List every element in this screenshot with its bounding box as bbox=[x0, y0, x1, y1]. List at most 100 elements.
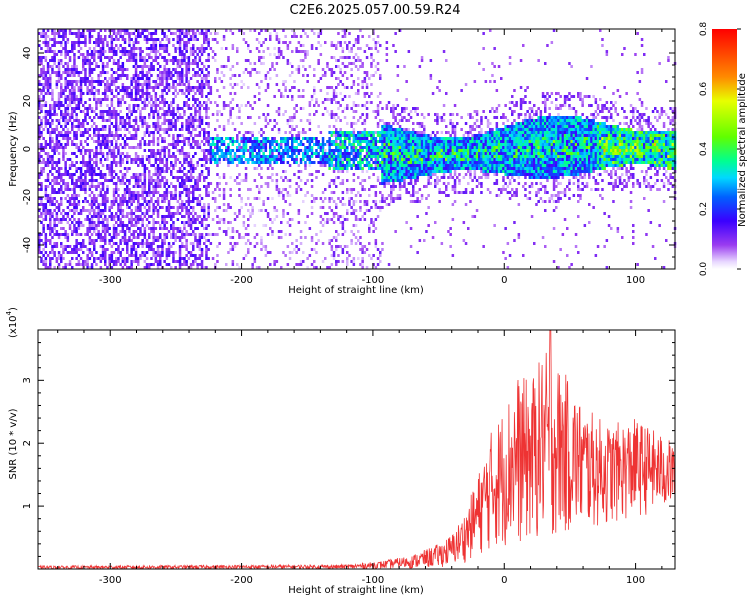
spectrogram-cell bbox=[44, 86, 48, 89]
spectrogram-cell bbox=[128, 119, 131, 122]
spectrogram-cell bbox=[343, 203, 347, 206]
spectrogram-cell bbox=[306, 50, 309, 53]
spectrogram-cell bbox=[143, 80, 147, 83]
spectrogram-cell bbox=[200, 164, 204, 167]
spectrogram-cell bbox=[73, 200, 76, 203]
spectrogram-cell bbox=[130, 59, 133, 62]
spectrogram-cell bbox=[106, 137, 109, 140]
spectrogram-cell bbox=[172, 254, 175, 257]
spectrogram-cell bbox=[198, 56, 202, 59]
spectrogram-cell bbox=[262, 41, 265, 44]
spectrogram-cell bbox=[123, 173, 127, 176]
spectrogram-cell bbox=[165, 254, 169, 257]
spectrogram-cell bbox=[64, 80, 67, 83]
spectrogram-cell bbox=[137, 125, 140, 128]
spectrogram-cell bbox=[313, 260, 316, 263]
spectrogram-cell bbox=[181, 149, 184, 152]
spectrogram-cell bbox=[106, 80, 109, 83]
spectrogram-cell bbox=[189, 86, 193, 89]
spectrogram-cell bbox=[165, 170, 169, 173]
spectrogram-cell bbox=[99, 176, 103, 179]
spectrogram-cell bbox=[299, 230, 303, 233]
spectrogram-cell bbox=[229, 176, 232, 179]
spectrogram-cell bbox=[253, 149, 257, 152]
spectrogram-cell bbox=[222, 35, 226, 38]
spectrogram-cell bbox=[128, 230, 131, 233]
spectrogram-cell bbox=[174, 233, 177, 236]
spectrogram-cell bbox=[275, 56, 279, 59]
spectrogram-cell bbox=[159, 71, 162, 74]
spectrogram-cell bbox=[38, 101, 41, 104]
spectrogram-cell bbox=[163, 71, 166, 74]
spectrogram-cell bbox=[60, 113, 63, 116]
spectrogram-cell bbox=[68, 83, 72, 86]
spectrogram-cell bbox=[310, 185, 314, 188]
spectrogram-cell bbox=[295, 188, 298, 191]
spectrogram-cell bbox=[203, 38, 206, 41]
spectrogram-cell bbox=[134, 98, 138, 101]
spectrogram-cell bbox=[275, 188, 279, 191]
spectrogram-cell bbox=[231, 245, 235, 248]
spectrogram-cell bbox=[313, 137, 316, 140]
spectrogram-cell bbox=[167, 107, 171, 110]
spectrogram-cell bbox=[216, 161, 219, 164]
spectrogram-cell bbox=[211, 56, 215, 59]
spectrogram-cell bbox=[247, 233, 250, 236]
spectrogram-cell bbox=[172, 32, 175, 35]
spectrogram-cell bbox=[128, 131, 131, 134]
spectrogram-cell bbox=[288, 89, 292, 92]
spectrogram-cell bbox=[150, 62, 153, 65]
spectrogram-cell bbox=[198, 131, 202, 134]
spectrogram-cell bbox=[346, 161, 349, 164]
spectrogram-cell bbox=[229, 137, 232, 140]
spectrogram-cell bbox=[55, 53, 59, 56]
spectrogram-cell bbox=[117, 152, 120, 155]
spectrogram-cell bbox=[183, 35, 186, 38]
spectrogram-cell bbox=[90, 137, 94, 140]
spectrogram-cell bbox=[255, 83, 259, 86]
spectrogram-cell bbox=[38, 131, 41, 134]
spectrogram-cell bbox=[220, 218, 224, 221]
spectrogram-cell bbox=[154, 41, 158, 44]
spectrogram-cell bbox=[187, 224, 191, 227]
spectrogram-cell bbox=[258, 131, 261, 134]
spectrogram-cell bbox=[62, 251, 65, 254]
spectrogram-cell bbox=[321, 260, 325, 263]
spectrogram-cell bbox=[154, 209, 158, 212]
spectrogram-cell bbox=[143, 38, 147, 41]
spectrogram-cell bbox=[71, 266, 74, 269]
spectrogram-cell bbox=[49, 86, 52, 89]
spectrogram-cell bbox=[308, 155, 312, 158]
spectrogram-cell bbox=[60, 212, 63, 215]
spectrogram-cell bbox=[64, 47, 67, 50]
spectrogram-cell bbox=[49, 143, 52, 146]
spectrogram-cell bbox=[236, 182, 239, 185]
spectrogram-cell bbox=[264, 158, 268, 161]
spectrogram-cell bbox=[231, 122, 235, 125]
spectrogram-cell bbox=[139, 98, 142, 101]
spectrogram-cell bbox=[280, 92, 283, 95]
spectrogram-cell bbox=[282, 212, 285, 215]
spectrogram-cell bbox=[194, 71, 197, 74]
spectrogram-cell bbox=[255, 152, 259, 155]
spectrogram-cell bbox=[183, 158, 186, 161]
spectrogram-cell bbox=[297, 65, 301, 68]
spectrogram-cell bbox=[73, 32, 76, 35]
spectrogram-cell bbox=[134, 155, 138, 158]
spectrogram-cell bbox=[79, 77, 83, 80]
spectrogram-cell bbox=[192, 191, 195, 194]
spectrogram-cell bbox=[280, 161, 283, 164]
spectrogram-cell bbox=[260, 62, 263, 65]
spectrogram-cell bbox=[176, 119, 180, 122]
spectrogram-cell bbox=[357, 161, 360, 164]
spectrogram-cell bbox=[357, 104, 360, 107]
spectrogram-cell bbox=[62, 71, 65, 74]
spectrogram-cell bbox=[350, 74, 353, 77]
spectrogram-cell bbox=[203, 215, 206, 218]
spectrogram-cell bbox=[238, 182, 241, 185]
spectrogram-cell bbox=[123, 128, 127, 131]
spectrogram-cell bbox=[132, 98, 136, 101]
spectrogram-cell bbox=[266, 185, 270, 188]
spectrogram-cell bbox=[207, 170, 210, 173]
spectrogram-cell bbox=[79, 233, 83, 236]
